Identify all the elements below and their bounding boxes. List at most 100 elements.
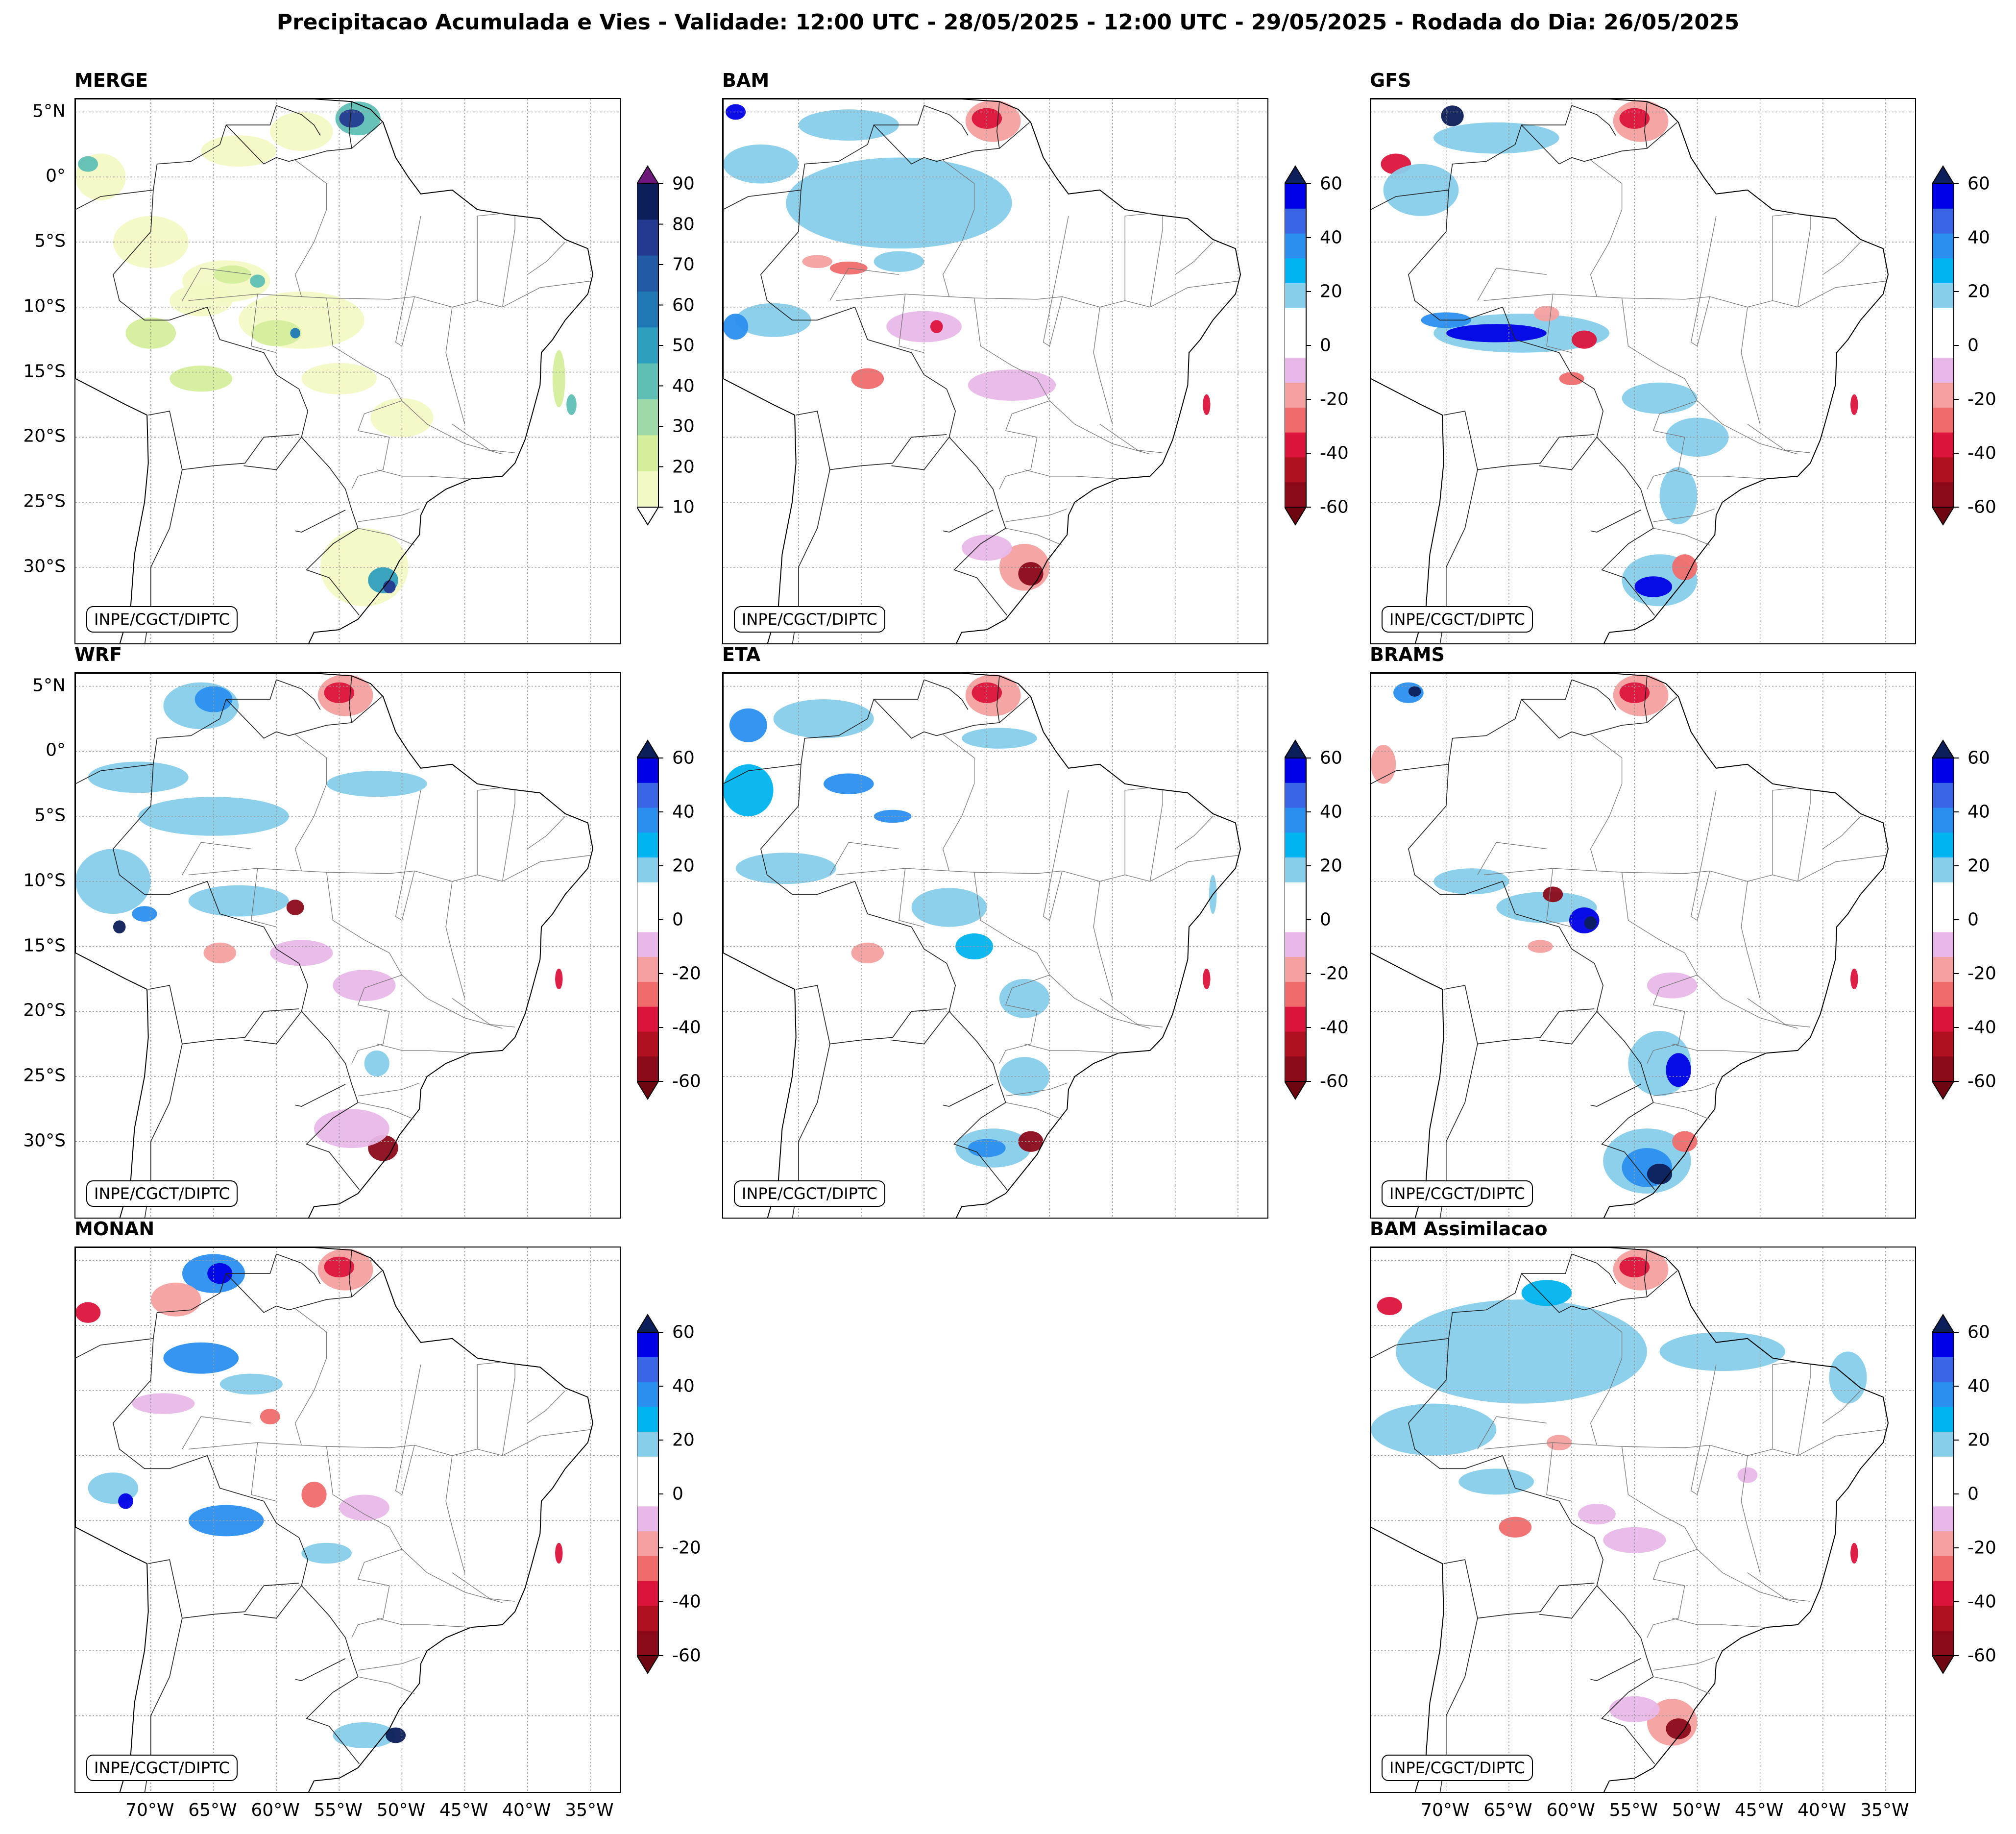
precip-field [260, 1409, 280, 1424]
state-border [1741, 881, 1761, 999]
precip-field [1572, 330, 1597, 349]
precip-field [1521, 1280, 1572, 1306]
bias-colorbar: 60 40 20 0 -20 -40 -60 [636, 672, 735, 1219]
colorbar-segment [1285, 457, 1306, 483]
colorbar-tick-label: 40 [672, 802, 695, 822]
colorbar-tick-label: -40 [1967, 1017, 1996, 1038]
state-border [188, 868, 503, 882]
credit-label: INPE/CGCT/DIPTC [734, 606, 885, 633]
state-border [1124, 787, 1150, 875]
state-border [829, 268, 899, 301]
colorbar-segment [1932, 907, 1954, 932]
lat-tick-label: 10°S [23, 296, 66, 317]
colorbar-tick-label: 20 [1967, 281, 1990, 302]
state-border [1690, 1364, 1717, 1495]
panel-wrf: WRF INPE/CGCT/DIPTC 5°N 0° 5°S 10°S 15°S 20°S 25… [23, 644, 701, 1219]
colorbar-segment [637, 1481, 658, 1507]
country-border [348, 676, 352, 723]
colorbar-segment [1932, 1407, 1954, 1432]
map-frame: INPE/CGCT/DIPTC [722, 672, 1268, 1219]
state-border [829, 842, 899, 875]
lat-tick-label: 5°N [32, 675, 66, 696]
country-border [996, 676, 1000, 723]
colorbar-segment [1932, 832, 1954, 858]
colorbar-segment [1932, 258, 1954, 284]
lat-tick-label: 5°S [34, 231, 66, 251]
precip-field [1659, 1332, 1785, 1371]
colorbar-tick-label: -20 [1320, 963, 1349, 984]
colorbar-tick-label: 60 [672, 295, 695, 315]
colorbar-tick-label: 60 [1320, 173, 1342, 194]
precip-field [1396, 1299, 1647, 1404]
state-border [1672, 1043, 1767, 1053]
map-canvas [1371, 1247, 1915, 1792]
colorbar-tick-label: 0 [1967, 909, 1979, 930]
colorbar-segment [637, 399, 658, 436]
panel-title: MONAN [74, 1218, 155, 1240]
country-border [874, 696, 1030, 739]
panel-gfs: GFS INPE/CGCT/DIPTC 60 40 20 0 -20 -40 -60 [1370, 70, 1996, 644]
state-border [1653, 1102, 1710, 1120]
state-border [1647, 1549, 1698, 1638]
state-border [502, 216, 515, 307]
state-border [999, 975, 1050, 1064]
state-border [502, 1364, 515, 1456]
colorbar-tick-label: 40 [672, 376, 695, 396]
state-border [1483, 868, 1798, 882]
map-frame: INPE/CGCT/DIPTC [722, 98, 1268, 644]
precip-field [290, 328, 300, 339]
state-border [1797, 216, 1811, 307]
precip-field [1659, 467, 1698, 525]
precip-field [1666, 1718, 1691, 1739]
colorbar-segment [637, 1506, 658, 1532]
state-border [1150, 855, 1238, 882]
state-border [294, 1308, 327, 1445]
colorbar-tick-label: 60 [1967, 1322, 1990, 1343]
state-border [477, 787, 503, 875]
credit-label: INPE/CGCT/DIPTC [1382, 1755, 1533, 1781]
state-border [1621, 872, 1798, 1029]
coastline [1371, 673, 1889, 1218]
precip-field [735, 303, 811, 337]
colorbar-segment [1285, 258, 1306, 284]
country-border [113, 1254, 360, 1764]
colorbar-tick-label: -60 [672, 1071, 701, 1092]
country-border [113, 680, 360, 1190]
state-border [445, 307, 465, 424]
precip-field [1203, 394, 1211, 416]
state-border [358, 1676, 415, 1694]
country-border [1644, 101, 1648, 149]
colorbar-segment [1932, 1456, 1954, 1482]
country-border [1539, 1011, 1598, 1045]
colorbar-segment [1932, 1332, 1954, 1358]
colorbar-segment [1285, 783, 1306, 808]
precip-field [132, 1393, 195, 1414]
country-border [1443, 985, 1595, 1045]
colorbar-segment [1285, 233, 1306, 259]
credit-label: INPE/CGCT/DIPTC [86, 606, 238, 633]
state-border [1149, 216, 1163, 307]
precip-field [1647, 1163, 1673, 1185]
state-border [1647, 400, 1698, 489]
colorbar-segment [1932, 1506, 1954, 1532]
state-border [1546, 1443, 1572, 1502]
state-border [973, 298, 1150, 455]
lon-tick-label: 45°W [439, 1800, 488, 1820]
colorbar-tick-label: 0 [672, 909, 683, 930]
precip-field [194, 686, 233, 712]
colorbar-tick-label: 30 [672, 416, 695, 437]
state-border [942, 160, 975, 297]
country-border [1371, 190, 1449, 210]
state-border [1797, 1429, 1886, 1456]
lat-tick-label: 5°N [32, 101, 66, 122]
colorbar-extend-bottom [636, 1655, 659, 1674]
state-border [358, 1657, 420, 1671]
colorbar-segment [1285, 907, 1306, 932]
colorbar-segment [1285, 482, 1306, 508]
country-border [295, 1084, 346, 1107]
state-border [1124, 213, 1150, 301]
colorbar-segment [1932, 1481, 1954, 1507]
colorbar-segment [1932, 184, 1954, 209]
colorbar-tick-label: -60 [1320, 1071, 1349, 1092]
panel-title: BRAMS [1370, 644, 1445, 665]
